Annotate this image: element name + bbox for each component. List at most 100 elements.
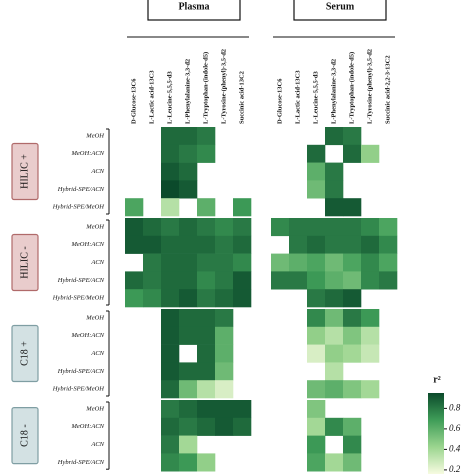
heat-cell <box>161 380 180 399</box>
heat-cell <box>143 289 162 308</box>
heat-cell <box>125 218 144 237</box>
row-label: ACN <box>90 259 104 266</box>
heat-cell <box>179 362 198 381</box>
heat-cell <box>179 144 198 163</box>
heat-cell <box>343 198 362 217</box>
heat-cell <box>161 180 180 199</box>
heat-cell <box>161 127 180 146</box>
heat-cell <box>197 144 216 163</box>
row-label: MeOH <box>85 405 104 412</box>
heat-cell <box>343 253 362 272</box>
heat-cell <box>361 380 380 399</box>
heat-cell <box>197 380 216 399</box>
group-label: C18 + <box>19 341 30 366</box>
heat-cell <box>197 289 216 308</box>
heat-cell <box>307 162 326 181</box>
heat-cell <box>361 144 380 163</box>
heat-cell <box>179 380 198 399</box>
heat-cell <box>197 362 216 381</box>
heat-cell <box>179 435 198 454</box>
heat-cell <box>161 435 180 454</box>
heat-cell <box>233 235 252 254</box>
heat-cell <box>197 344 216 363</box>
heat-cell <box>197 400 216 419</box>
heat-cell <box>197 127 216 146</box>
heat-cell <box>233 271 252 290</box>
row-label: MeOH:ACN <box>71 332 105 339</box>
heat-cell <box>179 218 198 237</box>
heat-cell <box>215 362 234 381</box>
heat-cell <box>289 253 308 272</box>
heat-cell <box>179 326 198 345</box>
heat-cell <box>215 289 234 308</box>
group-label: HILIC - <box>19 246 30 279</box>
heat-cell <box>197 235 216 254</box>
heat-cell <box>215 218 234 237</box>
row-label: MeOH <box>85 314 104 321</box>
heat-cell <box>125 235 144 254</box>
heat-cell <box>161 453 180 472</box>
heat-cell <box>307 326 326 345</box>
heat-cell <box>343 218 362 237</box>
heat-cell <box>197 253 216 272</box>
heat-cell <box>215 309 234 328</box>
colorbar-label: r² <box>433 374 440 385</box>
heat-cell <box>215 271 234 290</box>
heat-cell <box>379 253 398 272</box>
heat-cell <box>307 417 326 436</box>
heat-cell <box>179 127 198 146</box>
heat-cell <box>343 271 362 290</box>
heat-cell <box>215 253 234 272</box>
heat-cell <box>161 289 180 308</box>
row-label: Hybrid-SPE/MeOH <box>52 295 105 302</box>
column-label: L-Lactic acid-13C3 <box>148 70 155 124</box>
heat-cell <box>343 380 362 399</box>
heat-cell <box>307 344 326 363</box>
heat-cell <box>233 218 252 237</box>
row-label: MeOH <box>85 132 104 139</box>
column-label: L-Tryptophan-(indole-d5) <box>202 52 209 124</box>
group-label: HILIC + <box>19 154 30 189</box>
row-label: Hybrid-SPE/MeOH <box>52 386 105 393</box>
heat-cell <box>325 326 344 345</box>
heat-cell <box>307 253 326 272</box>
heat-cell <box>125 198 144 217</box>
heat-cell <box>343 326 362 345</box>
heat-cell <box>233 417 252 436</box>
heat-cell <box>289 235 308 254</box>
heat-cell <box>361 235 380 254</box>
heat-cell <box>307 180 326 199</box>
heat-cell <box>197 417 216 436</box>
heat-cell <box>197 309 216 328</box>
group-box <box>11 233 39 292</box>
heat-cell <box>343 289 362 308</box>
heat-cell <box>179 271 198 290</box>
heat-cell <box>143 253 162 272</box>
heat-cell <box>325 198 344 217</box>
panel-title: Plasma <box>178 1 209 12</box>
heat-cell <box>179 235 198 254</box>
heat-cell <box>307 400 326 419</box>
heat-cell <box>361 344 380 363</box>
heat-cell <box>361 253 380 272</box>
heat-cell <box>325 309 344 328</box>
heat-cell <box>379 235 398 254</box>
heat-cell <box>307 435 326 454</box>
panel-title-box <box>147 0 241 21</box>
column-label: D-Glucose-13C6 <box>276 78 283 124</box>
heat-cell <box>343 417 362 436</box>
heat-cell <box>325 417 344 436</box>
heat-cell <box>143 235 162 254</box>
heat-cell <box>343 453 362 472</box>
colorbar-tick-label: 0.8 <box>449 402 461 412</box>
heat-cell <box>307 380 326 399</box>
heat-cell <box>179 162 198 181</box>
row-label: MeOH:ACN <box>71 150 105 157</box>
heat-cell <box>161 271 180 290</box>
heat-cell <box>161 198 180 217</box>
heat-cell <box>343 144 362 163</box>
row-label: ACN <box>90 350 104 357</box>
heat-cell <box>307 144 326 163</box>
heat-cell <box>197 453 216 472</box>
group-box <box>11 142 39 201</box>
